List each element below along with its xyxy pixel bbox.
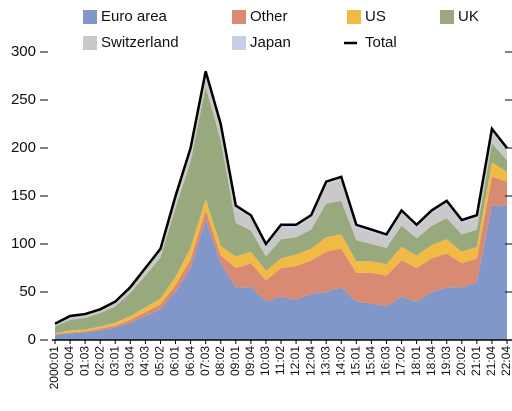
area bbox=[55, 205, 507, 340]
legend-label: US bbox=[365, 8, 386, 25]
x-tick-label: 16:03 bbox=[379, 346, 393, 376]
x-tick-label: 09:04 bbox=[243, 346, 257, 376]
x-tick-label: 00:04 bbox=[62, 346, 76, 376]
area bbox=[55, 86, 507, 334]
x-tick-label: 06:04 bbox=[183, 346, 197, 376]
y-tick-label: 100 bbox=[11, 235, 36, 252]
legend-swatch bbox=[83, 10, 97, 24]
x-tick-label: 07:03 bbox=[198, 346, 212, 376]
x-tick-label: 12:04 bbox=[303, 346, 317, 376]
x-tick-label: 22:04 bbox=[499, 346, 512, 376]
legend-swatch bbox=[440, 10, 454, 24]
x-tick-label: 11:02 bbox=[273, 346, 287, 375]
legend-label: Total bbox=[365, 34, 397, 51]
x-tick-label: 14:02 bbox=[333, 346, 347, 376]
y-tick-label: 0 bbox=[28, 331, 36, 348]
y-tick-label: 200 bbox=[11, 139, 36, 156]
area bbox=[55, 176, 507, 336]
x-tick-label: 06:01 bbox=[168, 346, 182, 376]
area bbox=[55, 162, 507, 335]
legend-label: Euro area bbox=[101, 8, 168, 25]
x-tick-label: 15:01 bbox=[349, 346, 363, 376]
legend-swatch bbox=[232, 10, 246, 24]
x-tick-label: 21:01 bbox=[469, 346, 483, 376]
x-tick-label: 2000:01 bbox=[47, 346, 61, 390]
legend-label: Switzerland bbox=[101, 34, 179, 51]
x-tick-label: 21:04 bbox=[484, 346, 498, 376]
x-tick-label: 18:01 bbox=[409, 346, 423, 376]
x-tick-label: 01:03 bbox=[77, 346, 91, 376]
legend-label: Other bbox=[250, 8, 288, 25]
x-tick-label: 09:01 bbox=[228, 346, 242, 376]
legend-label: UK bbox=[458, 8, 479, 25]
y-tick-label: 50 bbox=[19, 283, 36, 300]
x-tick-label: 08:02 bbox=[213, 346, 227, 376]
legend-swatch bbox=[232, 36, 246, 50]
x-tick-label: 12:01 bbox=[288, 346, 302, 376]
x-tick-label: 05:02 bbox=[153, 346, 167, 376]
x-tick-label: 03:04 bbox=[123, 346, 137, 376]
legend-swatch bbox=[347, 10, 361, 24]
total-line bbox=[54, 70, 508, 325]
x-tick-label: 19:03 bbox=[439, 346, 453, 376]
y-tick-label: 300 bbox=[11, 43, 36, 60]
legend-label: Japan bbox=[250, 34, 291, 51]
legend-swatch bbox=[83, 36, 97, 50]
x-tick-label: 10:03 bbox=[258, 346, 272, 376]
x-tick-label: 17:02 bbox=[394, 346, 408, 376]
x-tick-label: 18:04 bbox=[424, 346, 438, 376]
x-tick-label: 15:04 bbox=[364, 346, 378, 376]
x-tick-label: 20:02 bbox=[454, 346, 468, 376]
x-tick-label: 03:01 bbox=[107, 346, 121, 376]
y-tick-label: 150 bbox=[11, 187, 36, 204]
x-tick-label: 04:03 bbox=[138, 346, 152, 376]
y-tick-label: 250 bbox=[11, 91, 36, 108]
x-tick-label: 13:03 bbox=[318, 346, 332, 376]
x-tick-label: 02:02 bbox=[92, 346, 106, 376]
